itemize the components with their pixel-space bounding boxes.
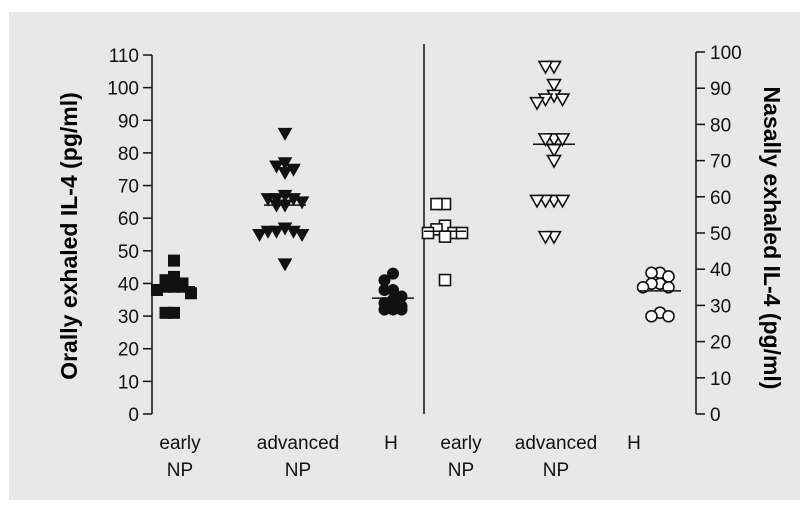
data-point-open-circle — [645, 266, 658, 280]
data-point-open-triangle-down — [537, 230, 554, 245]
category-label: NP — [543, 460, 569, 481]
right-tick-label: 20 — [710, 333, 731, 354]
data-point-open-triangle-down — [554, 133, 571, 148]
data-point-filled-triangle-down — [252, 229, 267, 243]
data-point-open-circle — [645, 309, 658, 323]
data-point-open-triangle-down — [546, 154, 562, 169]
data-point-open-square — [430, 197, 443, 211]
data-point-filled-triangle-down — [294, 196, 310, 210]
left-tick-label: 30 — [118, 307, 139, 328]
left-tick-label: 110 — [109, 46, 139, 67]
left-tick-label: 0 — [128, 405, 139, 426]
data-point-filled-circle — [387, 267, 399, 280]
left-tick-label: 50 — [118, 242, 139, 263]
right-y-axis: 0 10 20 30 40 50 60 70 80 90 100 — [695, 43, 742, 426]
left-tick-label: 70 — [118, 177, 139, 198]
data-point-open-triangle-down — [537, 60, 554, 75]
data-point-open-square — [438, 230, 452, 243]
category-labels: early NP advanced NP H early NP advanced NP H — [159, 433, 640, 481]
left-y-axis: 0 10 20 30 40 50 60 70 80 90 100 110 — [107, 46, 153, 426]
data-point-open-square — [455, 226, 469, 240]
data-point-filled-triangle-down — [277, 127, 293, 141]
category-label: early — [440, 433, 482, 454]
category-label: NP — [167, 460, 193, 481]
left-tick-label: 100 — [107, 79, 139, 100]
right-tick-label: 100 — [710, 43, 742, 64]
data-point-filled-circle — [378, 303, 391, 316]
left-tick-label: 10 — [118, 372, 139, 393]
right-tick-label: 60 — [710, 188, 731, 209]
right-axis-title: Nasally exhaled IL-4 (pg/ml) — [759, 87, 785, 390]
data-point-open-triangle-down — [529, 194, 545, 209]
plot-background — [9, 12, 800, 500]
right-tick-label: 30 — [710, 296, 731, 317]
category-label: early — [159, 433, 201, 454]
data-point-open-triangle-down — [554, 93, 571, 108]
median-lines — [153, 143, 681, 299]
right-tick-label: 40 — [710, 260, 731, 281]
right-tick-label: 0 — [710, 405, 721, 426]
category-label: advanced — [257, 433, 339, 454]
left-tick-label: 80 — [118, 144, 139, 165]
data-point-filled-square — [159, 306, 172, 319]
data-point-open-circle — [662, 280, 675, 294]
data-point-filled-triangle-down — [260, 193, 276, 207]
data-points — [151, 60, 675, 323]
data-point-open-square — [438, 273, 452, 287]
category-label: advanced — [515, 433, 597, 454]
right-tick-label: 90 — [710, 79, 731, 100]
left-tick-label: 40 — [118, 274, 139, 295]
data-point-open-circle — [662, 309, 675, 323]
data-point-open-triangle-down — [537, 133, 554, 148]
data-point-open-triangle-down — [546, 78, 562, 93]
category-label: NP — [448, 460, 474, 481]
left-tick-label: 60 — [118, 209, 139, 230]
data-point-filled-triangle-down — [277, 166, 293, 181]
data-point-open-triangle-down — [529, 96, 545, 111]
left-tick-label: 20 — [118, 340, 139, 361]
data-point-filled-square — [168, 254, 180, 267]
data-point-filled-square — [185, 287, 197, 300]
left-axis-title: Orally exhaled IL-4 (pg/ml) — [56, 92, 82, 380]
right-tick-label: 80 — [710, 115, 731, 136]
data-point-filled-circle — [395, 303, 408, 316]
right-tick-label: 50 — [710, 224, 731, 245]
data-point-filled-triangle-down — [294, 229, 310, 243]
category-label: H — [627, 433, 641, 454]
data-point-filled-triangle-down — [277, 258, 293, 272]
data-point-open-circle — [636, 280, 650, 294]
category-label: H — [384, 433, 398, 454]
data-point-open-square — [421, 226, 435, 240]
left-tick-label: 90 — [118, 111, 139, 132]
data-point-filled-triangle-down — [269, 160, 284, 174]
category-label: NP — [285, 460, 311, 481]
right-tick-label: 70 — [710, 152, 731, 173]
data-point-filled-square — [151, 283, 163, 296]
data-point-filled-circle — [378, 283, 391, 296]
data-point-open-triangle-down — [554, 194, 571, 209]
right-tick-label: 10 — [710, 369, 731, 390]
